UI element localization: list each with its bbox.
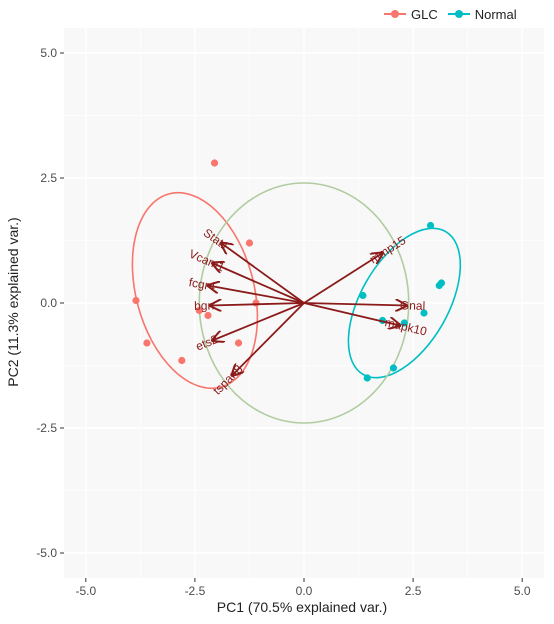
loading-arrow-mmp15 xyxy=(303,253,383,304)
legend-key-normal-icon xyxy=(447,8,470,20)
y-tick-label: -2.5 xyxy=(36,421,57,435)
point-glc xyxy=(210,159,219,167)
legend-item-glc[interactable]: GLC xyxy=(384,7,438,22)
loading-arrow-fcgr4 xyxy=(208,286,305,304)
point-normal xyxy=(389,364,398,372)
loading-arrow-bgn xyxy=(210,303,305,306)
x-axis-title: PC1 (70.5% explained var.) xyxy=(217,599,387,615)
x-tick-label: -5.0 xyxy=(75,584,96,598)
loading-arrow-ets2 xyxy=(212,302,305,341)
y-tick-label: -5.0 xyxy=(36,546,57,560)
y-axis-title: PC2 (11.3% explained var.) xyxy=(5,217,21,386)
axis-ticks: -5.0 -2.5 0.0 2.5 5.0 -5.0 -2.5 0.0 2.5 5.0 xyxy=(36,46,531,598)
point-glc xyxy=(234,339,243,347)
legend-item-normal[interactable]: Normal xyxy=(447,6,517,22)
ellipse-normal xyxy=(347,227,462,379)
point-glc xyxy=(252,299,260,307)
x-tick-label: 5.0 xyxy=(514,584,531,598)
loading-arrow-stat1 xyxy=(221,243,305,304)
point-glc xyxy=(245,239,254,247)
loading-arrow-vcam1 xyxy=(212,263,305,304)
point-normal xyxy=(359,291,367,300)
loading-label-fcgr4: fcgr4 xyxy=(188,275,217,294)
ellipse-glc xyxy=(131,191,259,390)
x-tick-label: 2.5 xyxy=(405,584,422,598)
legend-key-dot xyxy=(454,10,463,18)
y-tick-label: 0.0 xyxy=(40,296,57,310)
point-normal xyxy=(426,221,435,230)
loading-label-bgn: bgn xyxy=(194,298,214,313)
legend-label-glc: GLC xyxy=(411,6,438,22)
loading-arrow-tspan8 xyxy=(232,302,305,376)
point-glc xyxy=(195,306,203,315)
loading-label-gnal: Gnal xyxy=(400,298,426,313)
points xyxy=(132,159,446,382)
legend-label-normal: Normal xyxy=(474,6,517,22)
point-normal xyxy=(363,374,371,382)
y-tick-label: 2.5 xyxy=(40,171,57,185)
legend-key-glc-icon xyxy=(384,8,406,20)
y-tick-label: 5.0 xyxy=(40,46,57,60)
ellipse-center xyxy=(198,182,410,424)
loading-arrow-mapk10 xyxy=(303,302,400,326)
legend-key-dot xyxy=(391,10,399,18)
point-normal xyxy=(435,281,443,290)
legend: GLC Normal xyxy=(384,4,527,24)
point-glc xyxy=(178,356,186,365)
point-glc xyxy=(132,296,140,305)
x-tick-label: -2.5 xyxy=(185,584,206,598)
point-glc xyxy=(143,339,151,347)
grid xyxy=(64,28,544,578)
ellipses xyxy=(131,182,462,424)
x-tick-label: 0.0 xyxy=(296,584,313,598)
point-glc xyxy=(204,311,212,320)
loading-arrow-gnal xyxy=(303,303,407,306)
point-normal xyxy=(420,309,428,317)
